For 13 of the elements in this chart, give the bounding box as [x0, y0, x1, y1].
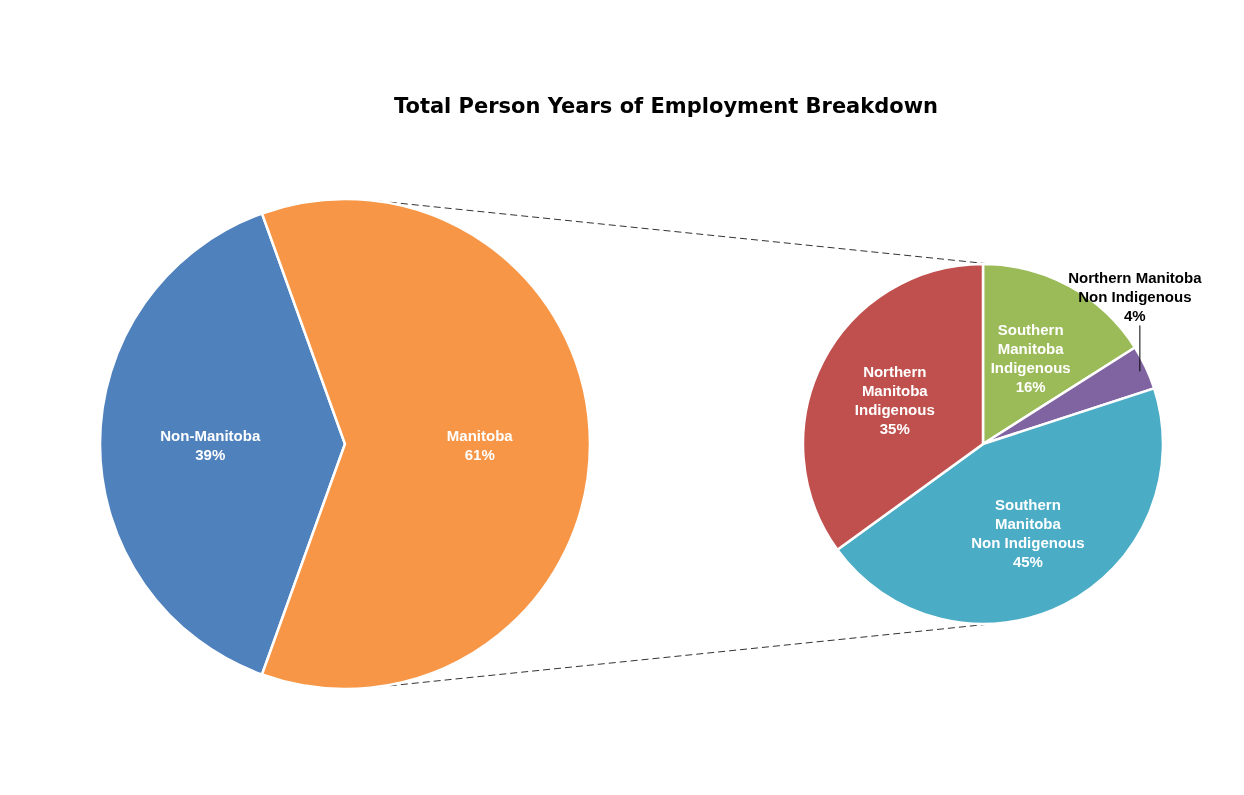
slice-label: Southern Manitoba Non Indigenous — [971, 495, 1085, 551]
data-label: 16% — [1015, 377, 1046, 395]
data-label: 61% — [464, 445, 495, 463]
data-label: 45% — [1012, 552, 1043, 570]
data-label: 4% — [1124, 307, 1146, 325]
slice-label: Northern Manitoba Indigenous — [854, 362, 935, 418]
slice-label: Northern Manitoba Non Indigenous — [1068, 269, 1203, 306]
slice-label: Southern Manitoba Indigenous — [990, 320, 1071, 376]
data-label: 35% — [879, 419, 910, 437]
slice-label: Non-Manitoba — [160, 426, 261, 444]
text: Total Person Years of Employment Breakdown — [393, 94, 939, 118]
data-label: 39% — [195, 445, 226, 463]
slice-label: Manitoba — [446, 426, 514, 444]
